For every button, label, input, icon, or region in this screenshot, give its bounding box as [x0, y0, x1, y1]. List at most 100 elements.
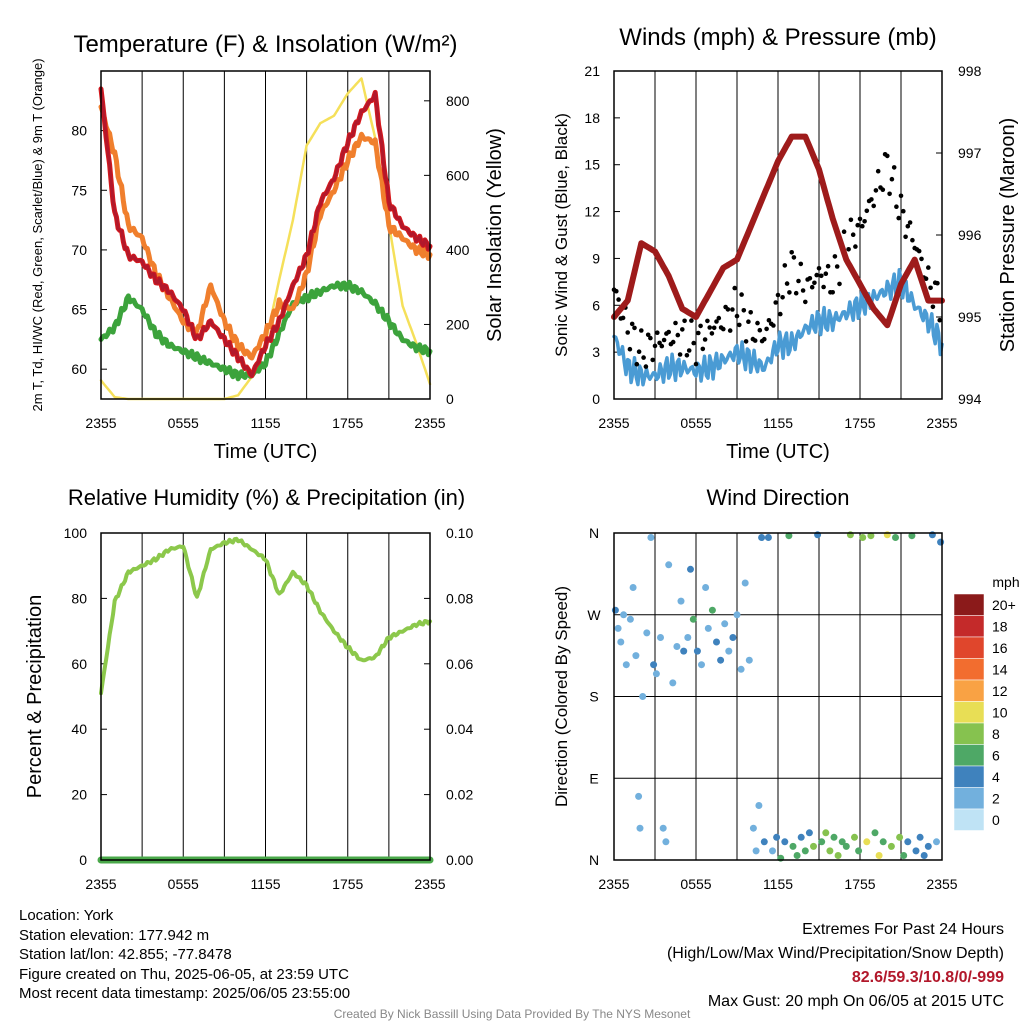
y-axis-label: Direction (Colored By Speed)	[552, 586, 571, 807]
x-tick-label: 2355	[598, 876, 629, 892]
x-tick-label: 2355	[598, 415, 629, 431]
gust-point	[896, 215, 901, 221]
y-axis-label: Sonic Wind & Gust (Blue, Black)	[552, 113, 571, 357]
y-tick-label: 0	[79, 852, 87, 868]
gust-point	[869, 197, 874, 202]
colorbar-swatch	[953, 765, 985, 788]
y-tick-label: S	[589, 689, 598, 705]
gust-point	[901, 208, 906, 214]
gust-points	[611, 152, 942, 369]
y-tick-label: 100	[64, 525, 88, 541]
y-tick-label-right: 600	[446, 167, 470, 183]
y-tick-label: 6	[592, 297, 600, 313]
x-tick-label: 0555	[680, 876, 711, 892]
direction-point	[838, 838, 846, 846]
y-tick-label: 12	[584, 204, 600, 220]
direction-point	[647, 534, 655, 541]
colorbar-label: 8	[992, 726, 1000, 742]
direction-point	[789, 842, 797, 850]
gust-point	[809, 284, 815, 290]
gust-point	[928, 285, 933, 291]
gust-point	[778, 311, 783, 317]
direction-point	[733, 611, 741, 619]
direction-point	[717, 656, 725, 664]
extremes-title: Extremes For Past 24 Hours	[802, 921, 1004, 938]
colorbar-label: 6	[992, 748, 1000, 764]
direction-point	[741, 579, 749, 587]
direction-point	[834, 852, 842, 859]
direction-point	[680, 647, 688, 655]
direction-point	[855, 847, 863, 855]
x-axis-label: Time (UTC)	[214, 441, 318, 463]
direction-point	[900, 852, 908, 859]
direction-point	[875, 852, 883, 859]
direction-point	[801, 847, 809, 855]
direction-point	[689, 615, 697, 623]
station-info: Location: York Station elevation: 177.94…	[19, 906, 350, 1004]
direction-point	[830, 833, 838, 841]
direction-point	[933, 838, 940, 846]
direction-point	[632, 652, 640, 660]
direction-point	[721, 620, 729, 628]
direction-point	[773, 833, 781, 841]
plot-border	[100, 70, 431, 400]
extremes-subtitle: (High/Low/Max Wind/Precipitation/Snow De…	[666, 945, 1004, 962]
direction-point	[617, 638, 625, 646]
y-tick-label-right: 0.08	[446, 590, 473, 606]
gust-point	[819, 273, 824, 279]
x-tick-label: 2355	[414, 415, 445, 431]
gust-point	[684, 353, 690, 358]
gust-point	[905, 223, 911, 229]
gust-point	[919, 256, 924, 262]
gust-point	[816, 266, 822, 271]
gust-point	[709, 331, 715, 336]
gust-point	[682, 318, 687, 324]
y-tick-label-right: 0.02	[446, 787, 473, 803]
direction-point	[896, 833, 904, 841]
x-tick-label: 1155	[250, 415, 280, 431]
direction-point	[822, 829, 830, 837]
pressure-line	[611, 133, 945, 329]
direction-point	[752, 847, 760, 855]
direction-point	[687, 565, 694, 573]
direction-point	[826, 847, 834, 855]
direction-point	[781, 838, 789, 846]
direction-point	[859, 534, 867, 541]
gust-point	[841, 229, 847, 234]
extremes-panel: Extremes For Past 24 Hours (High/Low/Max…	[667, 918, 1004, 1014]
gust-point	[875, 168, 881, 174]
gust-point	[705, 318, 710, 324]
y-tick-label: N	[589, 852, 599, 868]
direction-point	[863, 838, 871, 846]
y-tick-label: 60	[71, 656, 87, 672]
gust-point	[757, 327, 763, 333]
y-tick-label: E	[589, 770, 598, 786]
gust-point	[743, 339, 749, 344]
gust-point	[661, 337, 667, 343]
colorbar-swatch	[953, 787, 985, 810]
gust-point	[734, 313, 740, 319]
gust-point	[923, 276, 929, 282]
direction-point	[755, 802, 763, 809]
gust-point	[752, 338, 758, 343]
gust-point	[686, 348, 692, 353]
direction-point	[793, 852, 801, 859]
x-tick-label: 1755	[332, 876, 363, 892]
plot-border	[100, 532, 431, 861]
gust-point	[655, 330, 660, 336]
colorbar-swatch	[953, 808, 985, 831]
gust-point	[762, 336, 767, 342]
chart-title: Relative Humidity (%) & Precipitation (i…	[68, 485, 465, 510]
direction-point	[764, 534, 772, 541]
gust-point	[721, 326, 726, 332]
gust-point	[730, 307, 735, 312]
gust-point	[846, 247, 851, 252]
gust-point	[798, 261, 804, 267]
direction-point	[851, 833, 858, 841]
chart-title: Winds (mph) & Pressure (mb)	[619, 24, 936, 51]
y-tick-label: 0	[592, 391, 600, 407]
direction-point	[684, 634, 692, 641]
gust-point	[702, 337, 708, 342]
direction-point	[937, 538, 945, 546]
direction-point	[737, 665, 745, 673]
